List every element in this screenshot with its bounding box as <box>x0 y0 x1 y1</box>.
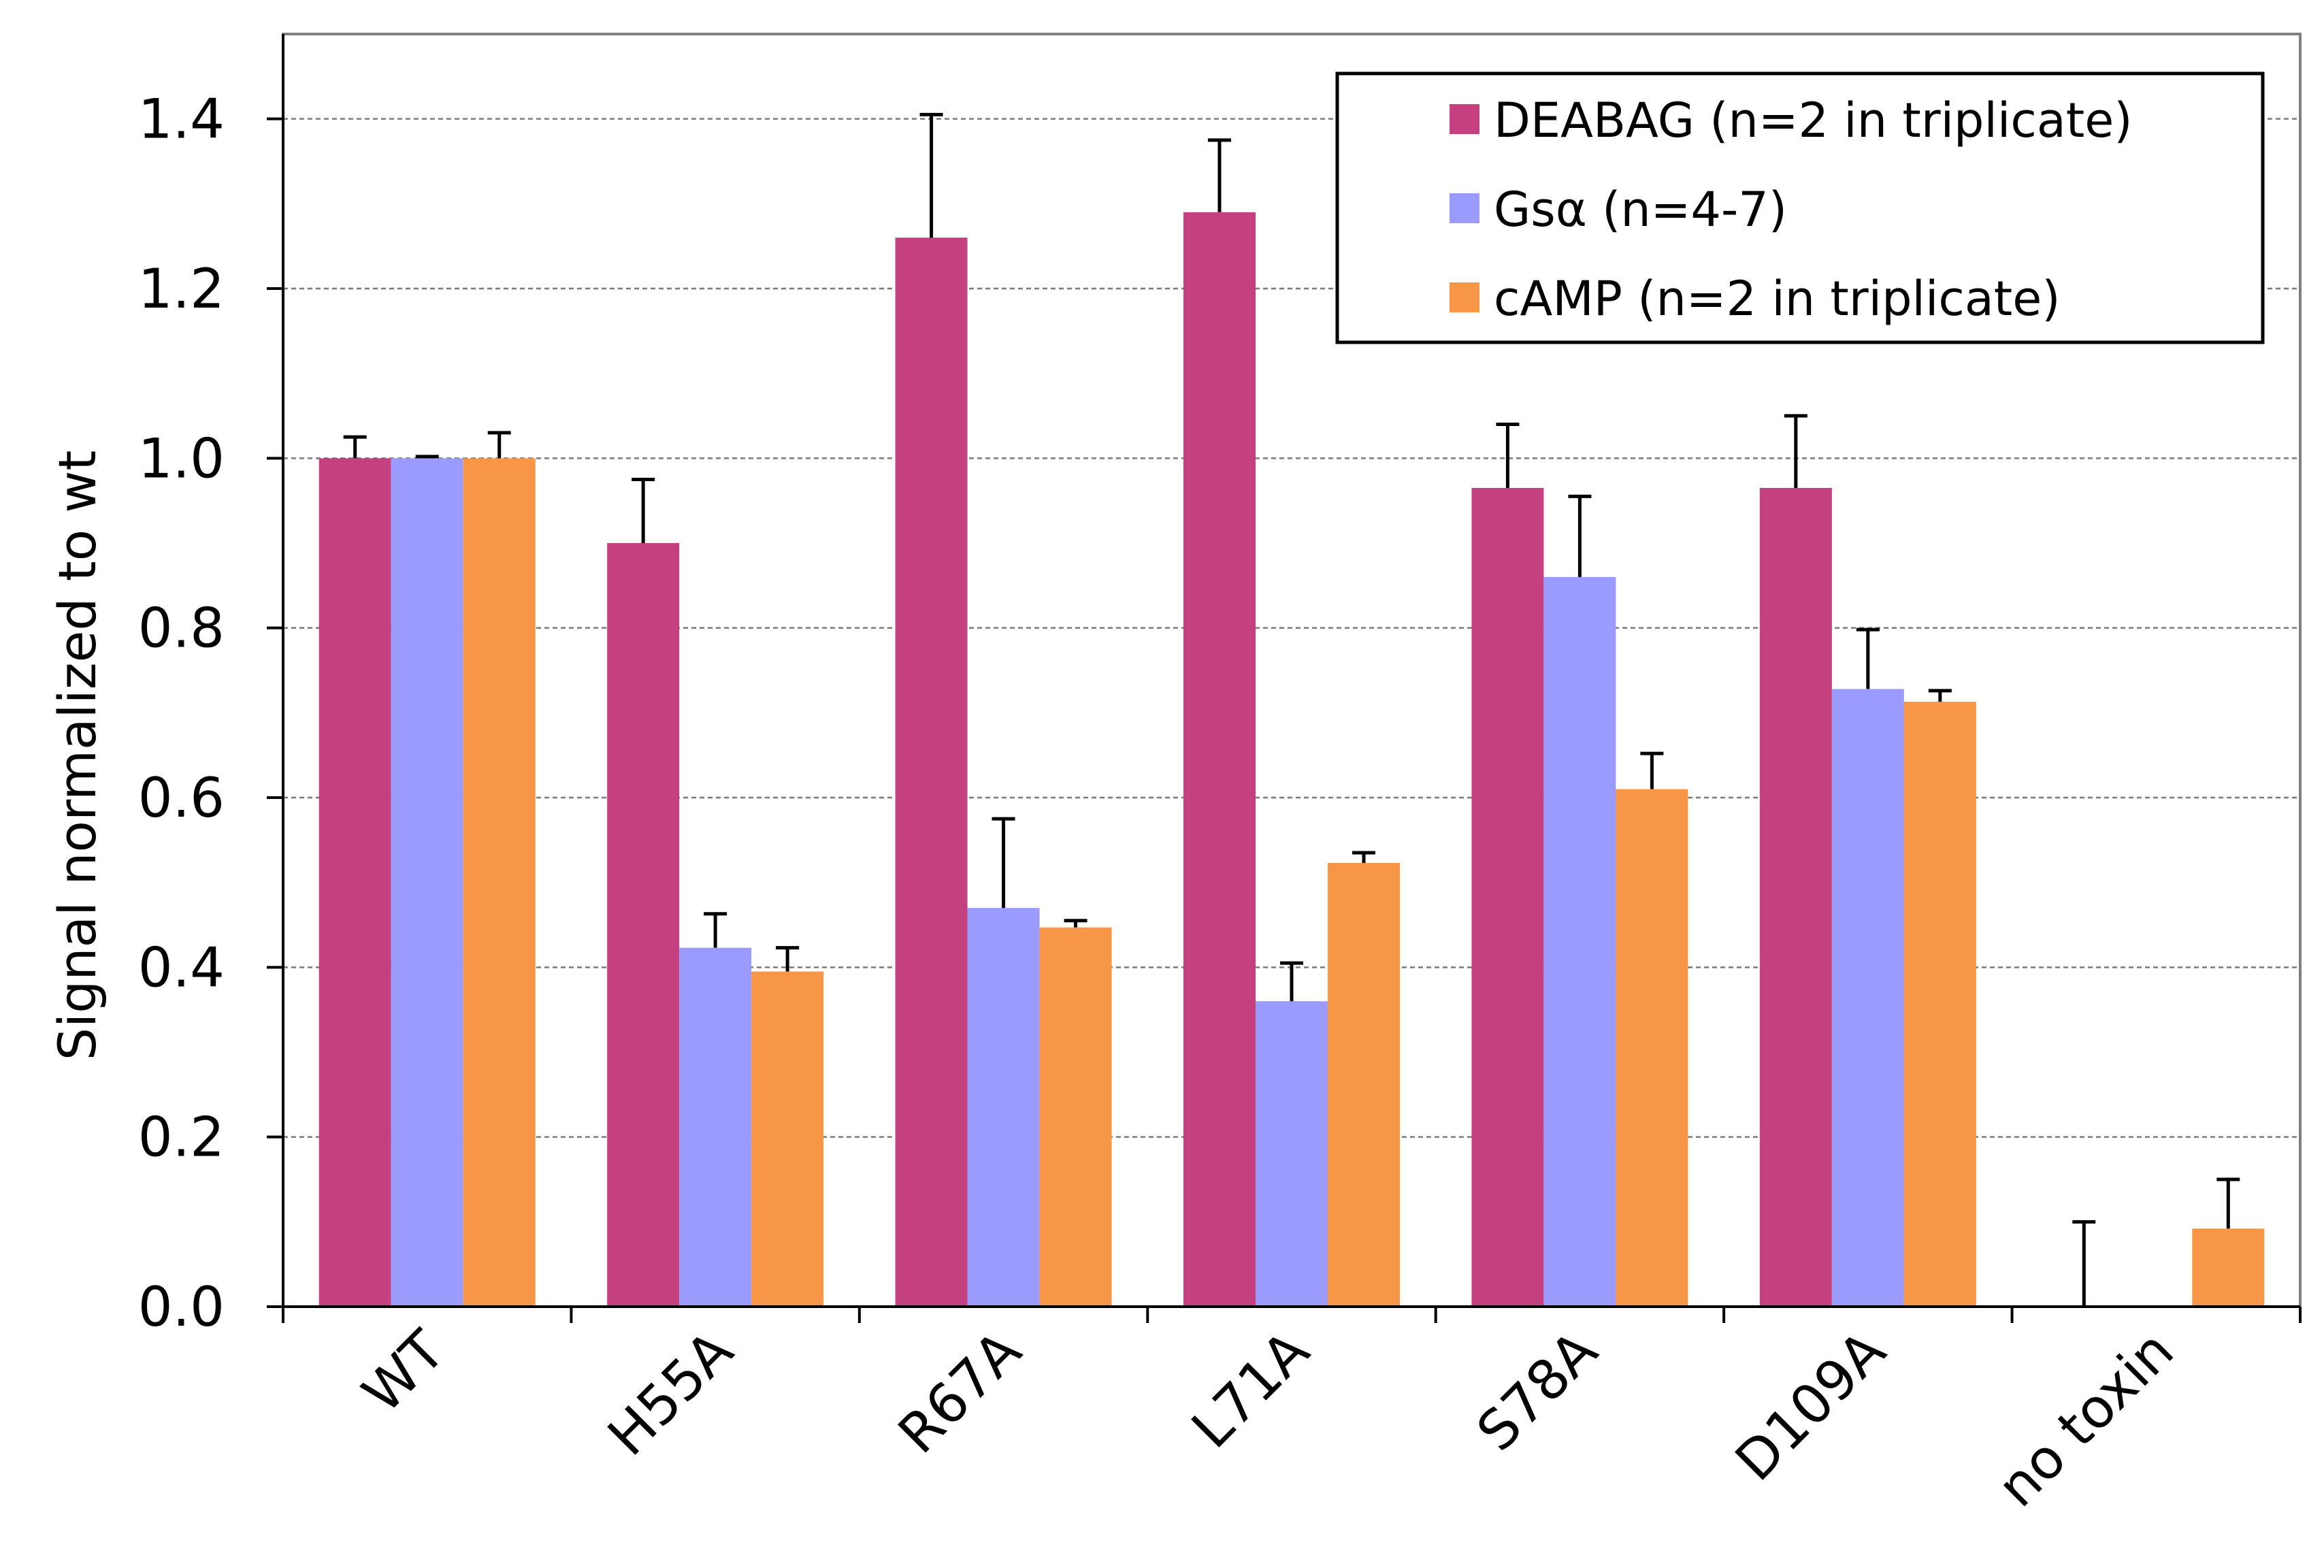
y-tick-label-6: 1.2 <box>138 257 225 321</box>
bar-3-4 <box>1616 789 1688 1307</box>
bar-3-1 <box>751 971 824 1307</box>
bar-3-6 <box>2192 1228 2265 1307</box>
bar-3-2 <box>1039 927 1112 1307</box>
bar-1-0 <box>318 458 391 1307</box>
legend-label-3: cAMP (n=2 in triplicate) <box>1494 271 2061 327</box>
bar-1-1 <box>607 543 680 1307</box>
y-tick-label-0: 0.0 <box>138 1275 225 1339</box>
x-tick-label-4: S78A <box>1465 1318 1610 1463</box>
y-axis-label: Signal normalized to wt <box>47 451 108 1061</box>
bar-1-4 <box>1471 487 1544 1307</box>
bar-3-0 <box>463 458 536 1307</box>
legend-swatch-3 <box>1450 282 1479 312</box>
x-tick-labels: WT H55A R67A L71A S78A D109A no toxin <box>350 1318 2186 1519</box>
x-tick-label-1: H55A <box>596 1318 745 1467</box>
bar-3-3 <box>1328 862 1400 1307</box>
bar-2-2 <box>967 908 1040 1307</box>
bar-2-0 <box>391 458 463 1307</box>
legend-label-2: Gsα (n=4-7) <box>1494 182 1787 238</box>
bar-2-1 <box>679 947 752 1307</box>
legend-swatch-2 <box>1450 193 1479 223</box>
bar-1-2 <box>895 238 968 1307</box>
bar-1-3 <box>1183 212 1256 1307</box>
x-tick-label-5: D109A <box>1723 1318 1897 1492</box>
bar-1-5 <box>1759 487 1832 1307</box>
error-bars <box>343 112 2240 1307</box>
bar-2-5 <box>1831 689 1904 1307</box>
bars <box>318 212 2265 1307</box>
y-tick-label-5: 1.0 <box>138 427 225 490</box>
y-tick-label-1: 0.2 <box>138 1106 225 1169</box>
legend-swatch-1 <box>1450 104 1479 134</box>
legend: DEABAG (n=2 in triplicate) Gsα (n=4-7) cAM… <box>1335 71 2265 344</box>
y-tick-label-3: 0.6 <box>138 766 225 830</box>
x-tick-label-2: R67A <box>886 1318 1033 1465</box>
legend-box <box>1335 71 2265 344</box>
axes <box>267 34 2302 1323</box>
y-tick-label-7: 1.4 <box>138 88 225 151</box>
x-tick-label-0: WT <box>350 1318 457 1425</box>
bar-2-4 <box>1543 576 1616 1307</box>
y-tick-label-4: 0.8 <box>138 597 225 660</box>
x-tick-label-6: no toxin <box>1985 1319 2185 1519</box>
x-tick-label-3: L71A <box>1179 1318 1321 1460</box>
bar-2-3 <box>1256 1001 1328 1307</box>
legend-label-1: DEABAG (n=2 in triplicate) <box>1494 93 2133 148</box>
bar-3-5 <box>1903 702 1976 1307</box>
y-tick-labels: 0.0 0.2 0.4 0.6 0.8 1.0 1.2 1.4 <box>138 88 225 1339</box>
y-tick-label-2: 0.4 <box>138 936 225 999</box>
